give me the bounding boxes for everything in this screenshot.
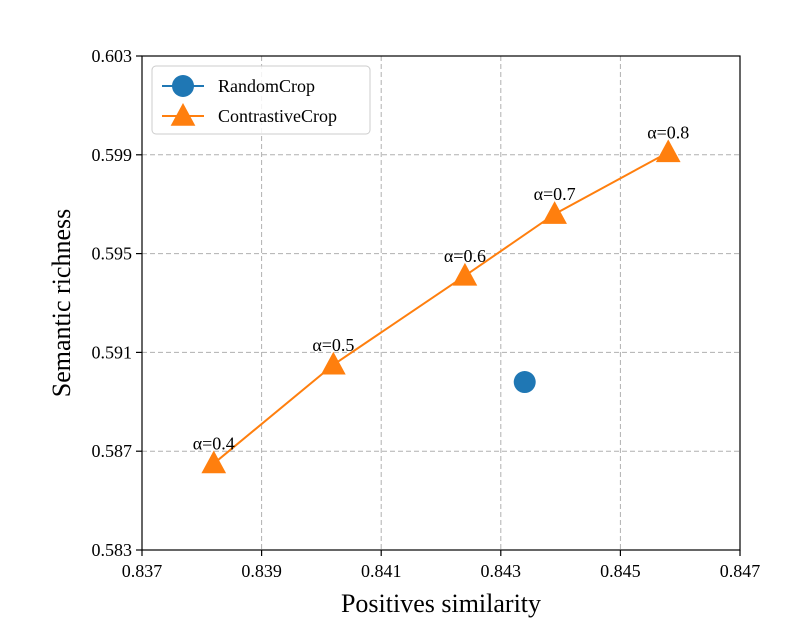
data-series [201, 139, 681, 474]
y-tick-label: 0.587 [92, 441, 133, 461]
x-tick-label: 0.845 [600, 561, 641, 581]
data-point [542, 201, 567, 224]
data-point [655, 139, 681, 163]
legend-item-contrastivecrop: ContrastiveCrop [162, 103, 337, 126]
y-tick-label: 0.603 [92, 46, 133, 66]
x-tick-label: 0.847 [720, 561, 761, 581]
plot-area-frame [141, 55, 741, 551]
series-line [213, 151, 669, 465]
y-tick-label: 0.599 [92, 145, 133, 165]
point-annotation: α=0.6 [444, 246, 486, 266]
x-tick-label: 0.841 [361, 561, 402, 581]
y-tick-label: 0.595 [92, 244, 133, 264]
y-tick-label: 0.583 [92, 540, 133, 560]
point-annotation: α=0.8 [647, 122, 689, 142]
legend-marker [170, 103, 196, 126]
axis-ticks: 0.837 0.839 0.841 0.843 0.845 0.847 0.583 0.587… [92, 46, 761, 581]
legend-frame [151, 65, 371, 135]
legend-item-randomcrop: RandomCrop [162, 75, 315, 97]
point-annotation: α=0.7 [534, 184, 576, 204]
legend-marker [172, 75, 194, 97]
legend: RandomCrop ContrastiveCrop [151, 65, 371, 135]
y-axis-label: Semantic richness [47, 209, 76, 397]
data-point [321, 351, 346, 375]
x-tick-label: 0.837 [122, 561, 163, 581]
x-tick-label: 0.839 [241, 561, 282, 581]
point-annotation: α=0.4 [193, 434, 235, 454]
data-point [452, 262, 478, 286]
point-annotation: α=0.5 [312, 335, 354, 355]
y-tick-label: 0.591 [92, 342, 133, 362]
x-axis-label: Positives similarity [341, 589, 541, 618]
data-point [201, 450, 227, 474]
series-contrastivecrop [201, 139, 681, 474]
legend-label: RandomCrop [218, 76, 315, 96]
x-tick-label: 0.843 [481, 561, 522, 581]
series-randomcrop [513, 371, 536, 394]
legend-label: ContrastiveCrop [218, 106, 337, 126]
point-annotations: α=0.4 α=0.5 α=0.6 α=0.7 α=0.8 [193, 122, 690, 453]
data-point [513, 371, 536, 394]
